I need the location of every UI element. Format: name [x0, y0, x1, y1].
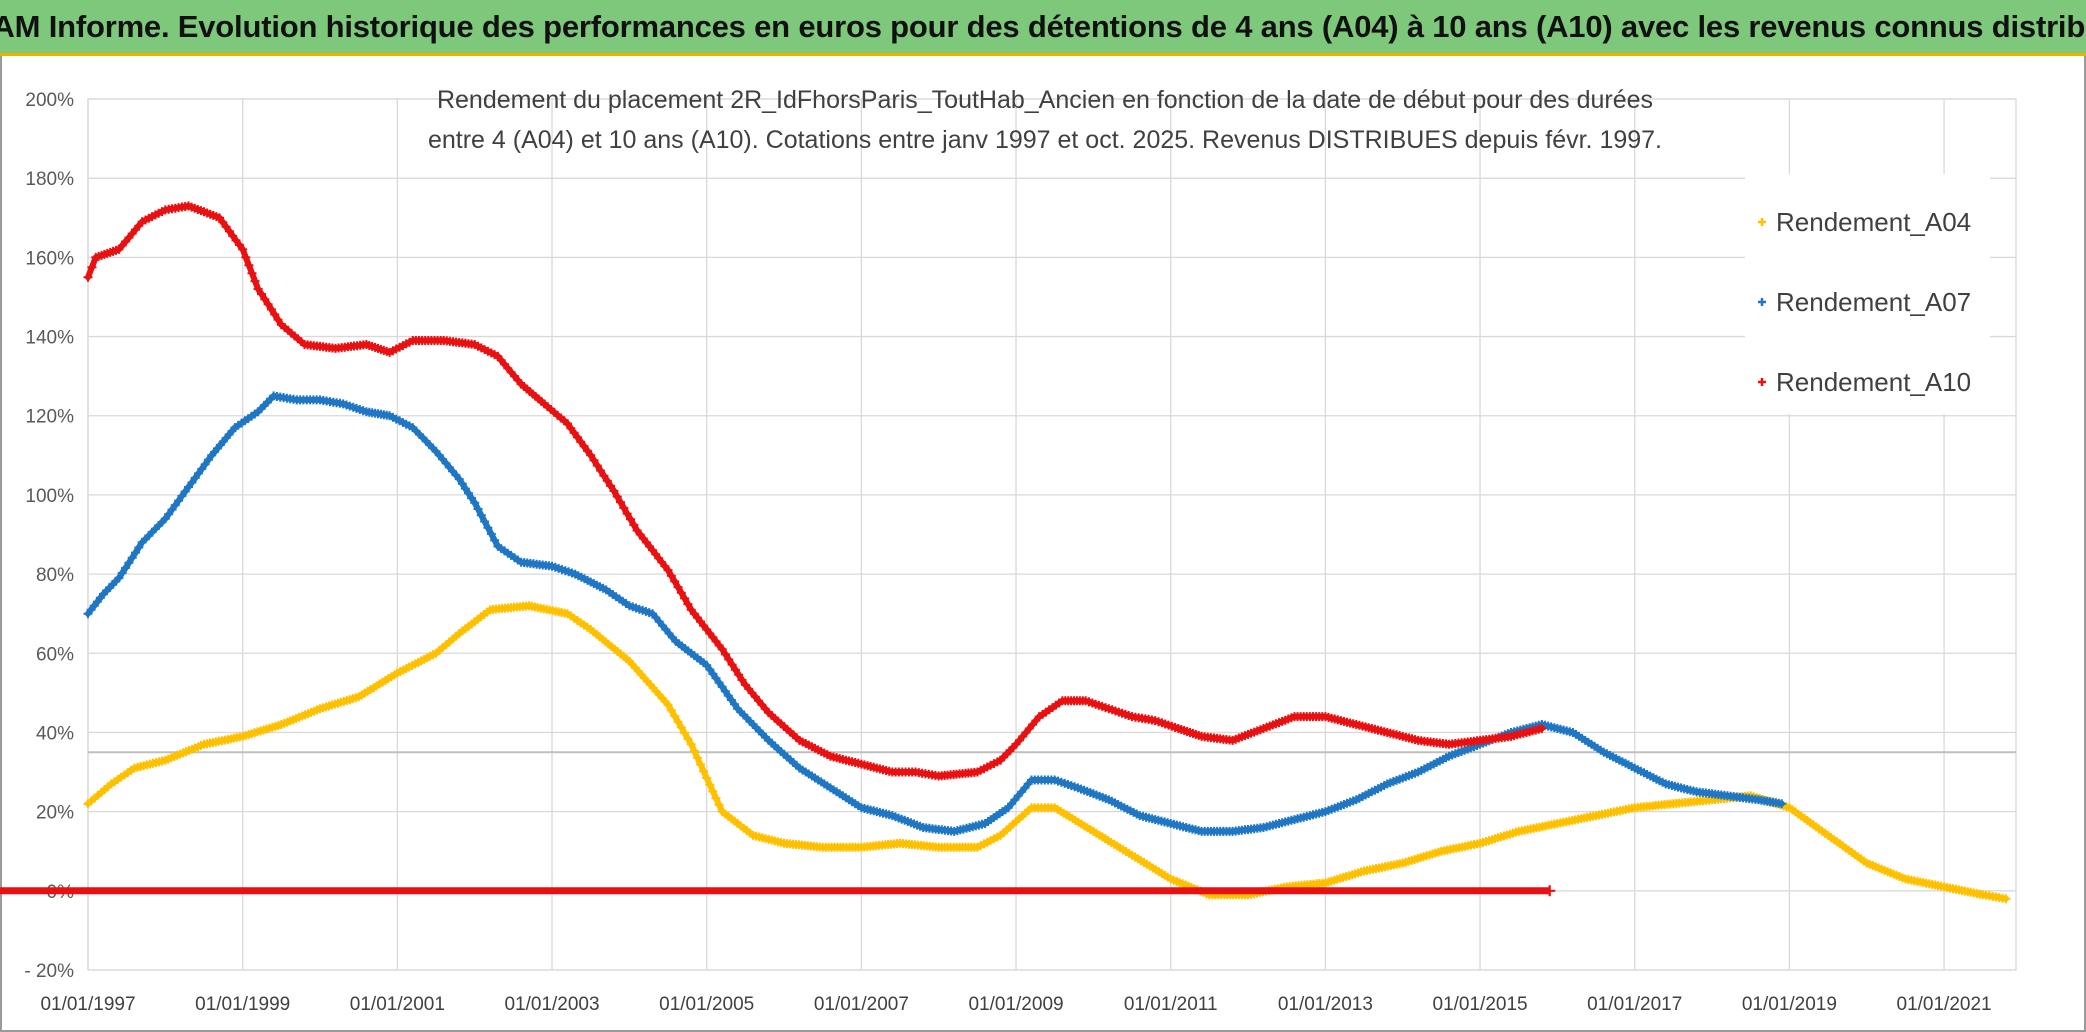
series-rendement-a04 [83, 601, 2011, 904]
y-tick-label: 120% [25, 407, 74, 428]
y-tick-label: 40% [36, 723, 74, 744]
x-tick-label: 01/01/2015 [1433, 994, 1528, 1015]
y-tick-label: 140% [25, 328, 74, 349]
x-tick-label: 01/01/2013 [1278, 994, 1373, 1015]
series-zero-markers [1544, 885, 1556, 897]
legend-label: Rendement_A10 [1776, 367, 1971, 397]
legend-marker [1758, 378, 1766, 386]
y-tick-label: 200% [25, 90, 74, 111]
y-tick-label: 100% [25, 486, 74, 507]
x-tick-label: 01/01/2001 [350, 994, 445, 1015]
series-markers [83, 391, 1787, 836]
x-tick-label: 01/01/1999 [195, 994, 290, 1015]
plot-area-border [87, 98, 2017, 971]
chart-title-line: entre 4 (A04) et 10 ans (A10). Cotations… [428, 126, 1662, 154]
y-tick-label: - 20% [24, 961, 74, 982]
legend: Rendement_A04 Rendement_A07 Rendement_A10 [1745, 174, 1990, 414]
y-tick-label: 180% [25, 169, 74, 190]
x-tick-label: 01/01/1997 [40, 994, 135, 1015]
y-tick-label: 20% [36, 803, 74, 824]
legend-marker [1758, 218, 1766, 226]
y-tick-label: 60% [36, 644, 74, 665]
page-title: ADAM Informe. Evolution historique des p… [0, 0, 2086, 56]
legend-marker [1758, 298, 1766, 306]
x-tick-label: 01/01/2005 [659, 994, 754, 1015]
y-tick-label: 80% [36, 565, 74, 586]
x-tick-label: 01/01/2021 [1897, 994, 1992, 1015]
x-tick-label: 01/01/2019 [1742, 994, 1837, 1015]
x-tick-label: 01/01/2017 [1587, 994, 1682, 1015]
x-tick-label: 01/01/2009 [968, 994, 1063, 1015]
x-tick-label: 01/01/2007 [814, 994, 909, 1015]
x-tick-label: 01/01/2003 [504, 994, 599, 1015]
legend-label: Rendement_A07 [1776, 287, 1971, 317]
series-markers [83, 201, 1547, 781]
series-line [85, 392, 1785, 835]
chart-title-line: Rendement du placement 2R_IdFhorsParis_T… [437, 86, 1653, 114]
series-line [85, 202, 1545, 779]
chart-area: - 20%0%20%40%60%80%100%120%140%160%180%2… [0, 86, 2017, 1015]
x-tick-label: 01/01/2011 [1124, 994, 1218, 1015]
legend-background [1745, 174, 1990, 414]
series-rendement-a10 [0, 201, 1556, 897]
legend-label: Rendement_A04 [1776, 207, 1971, 237]
y-tick-label: 160% [25, 248, 74, 269]
series-markers [83, 601, 2011, 904]
series-rendement-a07 [83, 391, 1787, 836]
